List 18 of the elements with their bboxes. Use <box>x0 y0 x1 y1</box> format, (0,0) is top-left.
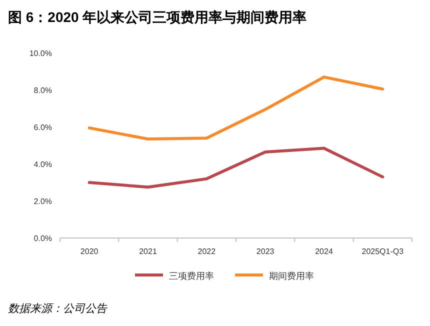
y-tick-label: 8.0% <box>34 86 52 95</box>
x-tick-label: 2025Q1-Q3 <box>362 247 404 256</box>
x-tick-label: 2024 <box>315 247 334 256</box>
y-tick-label: 0.0% <box>34 234 52 243</box>
x-tick-label: 2023 <box>256 247 275 256</box>
legend-label: 期间费用率 <box>269 271 314 281</box>
line-series <box>88 76 384 141</box>
y-tick-label: 2.0% <box>34 197 52 206</box>
chart-title: 图 6：2020 年以来公司三项费用率与期间费用率 <box>8 9 307 25</box>
y-tick-label: 4.0% <box>34 160 52 169</box>
x-tick-label: 2021 <box>139 247 158 256</box>
x-tick-label: 2022 <box>198 247 216 256</box>
source-note: 数据来源：公司公告 <box>8 302 108 315</box>
y-tick-label: 6.0% <box>34 123 52 132</box>
line-series <box>88 146 384 189</box>
y-tick-label: 10.0% <box>29 49 52 58</box>
x-tick-label: 2020 <box>80 247 99 256</box>
legend-label: 三项费用率 <box>169 271 214 281</box>
